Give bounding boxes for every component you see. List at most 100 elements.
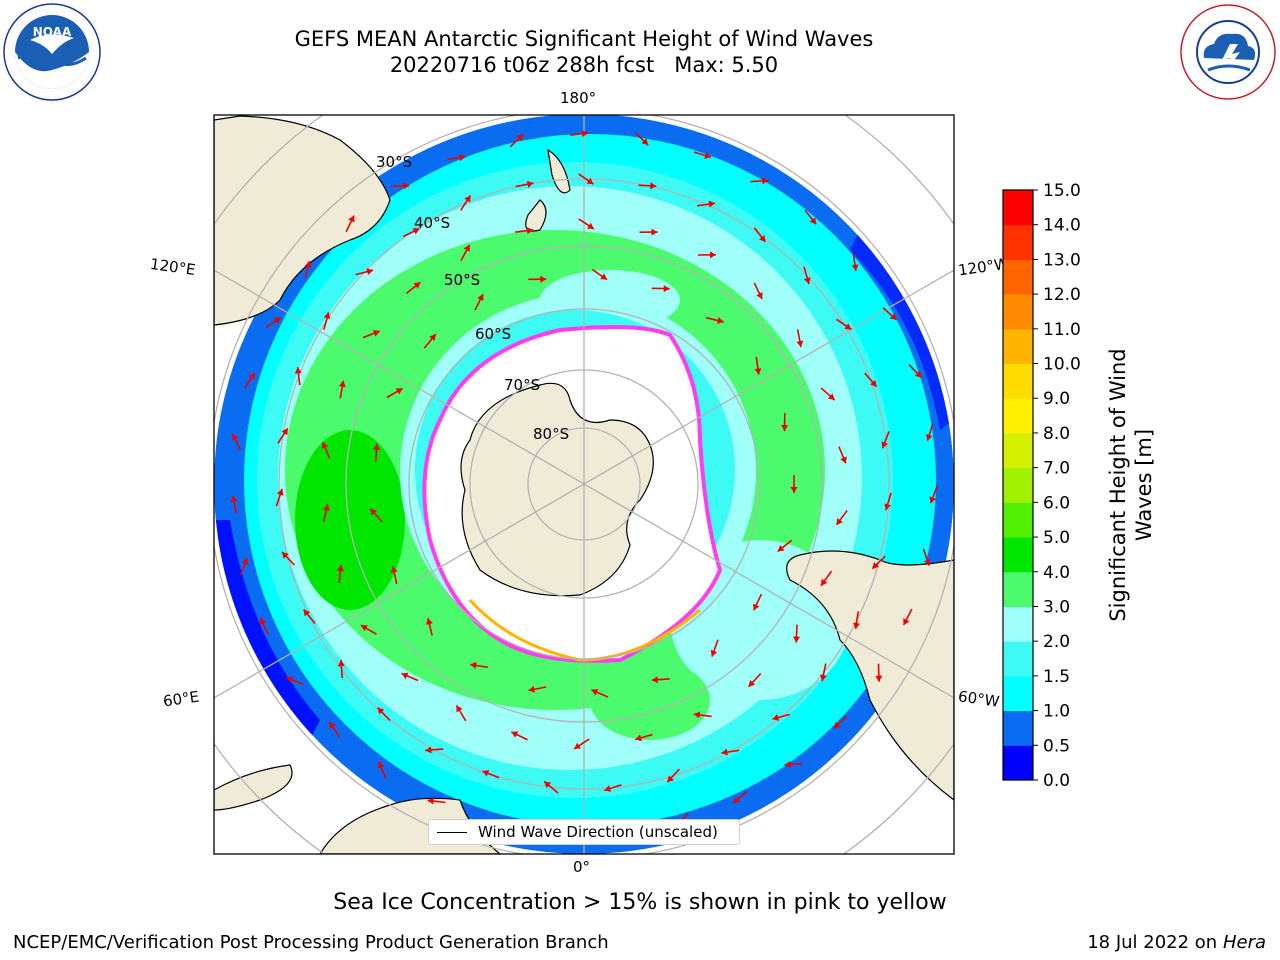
- wave-arrow-head: [600, 273, 608, 280]
- wave-arrow-head: [748, 680, 756, 687]
- colorbar: 0.0 0.5 1.0 1.5 2.0 3.0 4.0 5.0 6.0 7.0 8.0 9.0 10.0…: [1002, 181, 1081, 790]
- wave-arrow-head: [929, 496, 937, 504]
- wave-arrow-head: [321, 442, 329, 449]
- wave-arrow-head: [819, 674, 827, 682]
- wave-arrow-head: [401, 672, 409, 680]
- wave-arrow-head: [586, 222, 594, 229]
- wave-arrow-head: [772, 714, 780, 721]
- wave-arrow-head: [286, 676, 294, 683]
- colorbar-bin: [1003, 363, 1033, 399]
- legend-line-icon: [437, 832, 467, 833]
- wave-arrow-head: [526, 180, 534, 188]
- colorbar-bin: [1003, 606, 1033, 642]
- wave-arrow-head: [395, 388, 403, 395]
- colorbar-bin: [1003, 745, 1033, 781]
- wave-arrow-head: [540, 275, 547, 283]
- wave-arrow-head: [241, 558, 249, 566]
- colorbar-tick-label: 15.0: [1043, 181, 1081, 201]
- wave-arrow-head: [322, 504, 330, 511]
- wave-arrow-head: [323, 312, 331, 319]
- wave-arrow-head: [784, 760, 791, 768]
- wind-wave-arrows: [230, 130, 938, 839]
- footer-host: Hera: [1222, 932, 1266, 953]
- wave-arrow-head: [790, 487, 798, 493]
- madagascar: [214, 764, 293, 811]
- wave-arrow-head: [482, 770, 490, 777]
- wave-arrow-head: [403, 182, 410, 190]
- footer-date: 18 Jul 2022 on Hera: [1087, 932, 1266, 953]
- colorbar-bin: [1003, 571, 1033, 607]
- colorbar-tick-label: 0.5: [1043, 736, 1070, 756]
- wave-arrow-head: [526, 227, 534, 235]
- colorbar-tick-label: 4.0: [1043, 563, 1070, 583]
- wave-arrow-head: [336, 565, 344, 572]
- wave-arrow-head: [914, 370, 922, 378]
- wave-arrow-head: [511, 731, 519, 738]
- colorbar-tick-label: 6.0: [1043, 493, 1070, 513]
- wave-arrow-head: [651, 676, 659, 684]
- graticule: [214, 115, 954, 854]
- new-zealand: [525, 148, 571, 232]
- wave-arrow-head: [370, 508, 377, 516]
- chart-subtitle: 20220716 t06z 288h fcst Max: 5.50: [389, 53, 779, 77]
- colorbar-tick-label: 0.0: [1043, 771, 1070, 790]
- wave-arrow-head: [586, 177, 594, 185]
- colorbar-bin: [1003, 675, 1033, 712]
- colorbar-bin: [1003, 537, 1033, 573]
- colorbar-tick-label: 1.0: [1043, 702, 1070, 722]
- wave-arrow-head: [836, 518, 843, 525]
- colorbar-tick-label: 9.0: [1043, 389, 1070, 409]
- wave-arrow-head: [853, 622, 860, 630]
- wave-arrow-head: [373, 443, 381, 450]
- colorbar-tick-label: 7.0: [1043, 459, 1070, 479]
- wave-arrow-head: [329, 721, 336, 729]
- wave-arrow-head: [574, 742, 582, 749]
- wave-arrow-head: [792, 636, 800, 643]
- wave-arrow-head: [276, 488, 284, 496]
- colorbar-bin: [1003, 294, 1033, 330]
- colorbar-bin: [1003, 259, 1033, 295]
- colorbar-bin: [1003, 641, 1033, 677]
- wave-arrow-head: [762, 177, 769, 185]
- sea-ice-note: Sea Ice Concentration > 15% is shown in …: [333, 890, 947, 915]
- wave-arrow-head: [425, 746, 432, 754]
- colorbar-tick-label: 11.0: [1043, 320, 1081, 340]
- map-legend: Wind Wave Direction (unscaled): [428, 819, 740, 845]
- map-frame: [213, 114, 955, 855]
- wave-arrow-head: [294, 367, 302, 374]
- lat-label-60s: 60°S: [475, 325, 512, 343]
- wave-arrow-head: [232, 433, 239, 441]
- colorbar-bin: [1003, 398, 1033, 434]
- wave-arrow-head: [923, 558, 931, 566]
- wave-arrow-head: [809, 217, 817, 225]
- wave-arrow-head: [820, 578, 828, 586]
- colorbar-bin: [1003, 432, 1033, 469]
- wave-arrow-head: [337, 660, 345, 667]
- lat-label-80s: 80°S: [533, 425, 570, 443]
- wave-arrow-head: [303, 609, 311, 617]
- lat-label-70s: 70°S: [504, 376, 541, 394]
- colorbar-tick-label: 2.0: [1043, 632, 1070, 652]
- wave-arrow-head: [881, 441, 888, 449]
- wave-arrow-head: [338, 380, 346, 388]
- wave-arrow-head: [833, 721, 841, 729]
- wave-arrow-head: [777, 545, 785, 552]
- wave-arrow-head: [733, 796, 741, 803]
- wave-arrow-head: [663, 285, 670, 293]
- wave-arrow-head: [635, 734, 642, 742]
- colorbar-frame: [1002, 189, 1034, 781]
- wave-arrow-head: [591, 689, 599, 696]
- wave-arrow-head: [840, 456, 847, 464]
- noaa-logo: NOAA: [3, 3, 101, 101]
- wave-arrow-head: [604, 785, 612, 792]
- colorbar-tick-label: 5.0: [1043, 528, 1070, 548]
- colorbar-tick-label: 8.0: [1043, 424, 1070, 444]
- colorbar-bin: [1003, 710, 1033, 746]
- wave-arrow-head: [348, 215, 355, 223]
- wave-arrow-head: [708, 200, 716, 208]
- legend-text: Wind Wave Direction (unscaled): [478, 823, 718, 841]
- wave-arrow-head: [667, 775, 674, 783]
- wave-arrow-head: [528, 685, 536, 693]
- colorbar-tick-label: 12.0: [1043, 285, 1081, 305]
